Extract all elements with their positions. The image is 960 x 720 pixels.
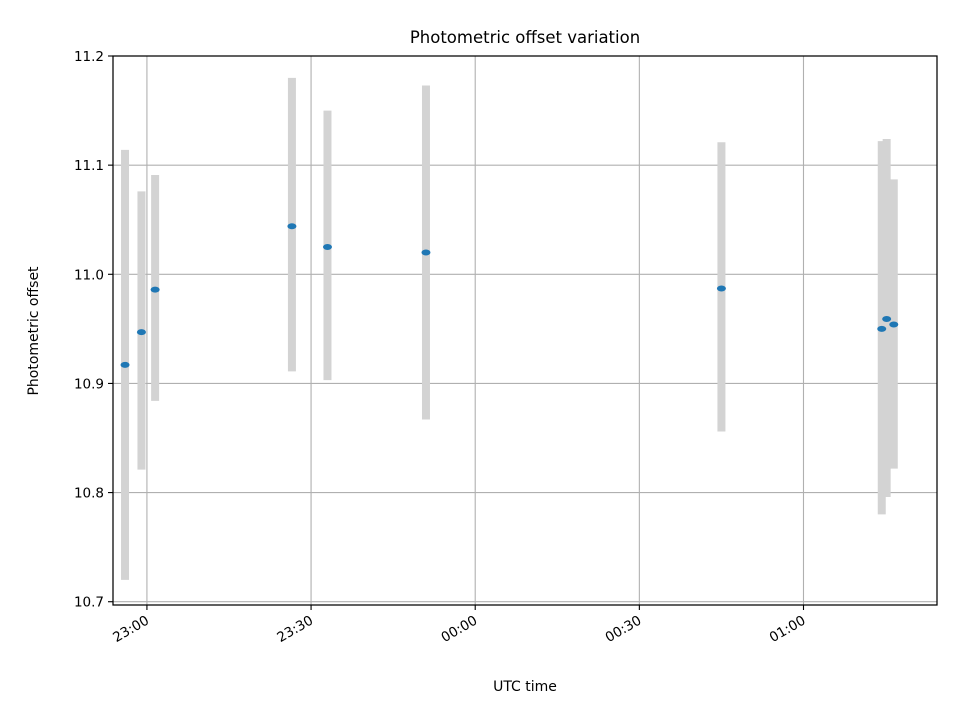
data-points [120, 223, 899, 368]
data-point [421, 249, 431, 256]
data-point [150, 286, 160, 293]
data-point [120, 361, 130, 368]
data-point [322, 244, 332, 251]
data-point [889, 321, 899, 328]
y-tick-label: 10.8 [74, 486, 104, 502]
y-tick-label: 11.2 [74, 49, 104, 65]
x-axis-title: UTC time [493, 679, 557, 695]
data-point [877, 325, 887, 332]
data-point [716, 285, 726, 292]
data-point [136, 329, 146, 336]
data-point [882, 316, 892, 323]
plot-frame [112, 55, 938, 606]
y-axis-title: Photometric offset [26, 266, 42, 396]
y-tick-label: 11.0 [74, 267, 104, 283]
y-tick-label: 10.7 [74, 595, 104, 611]
y-tick-label: 11.1 [74, 158, 104, 174]
y-tick-label: 10.9 [74, 376, 104, 392]
data-point [287, 223, 297, 230]
chart-title: Photometric offset variation [410, 28, 640, 47]
